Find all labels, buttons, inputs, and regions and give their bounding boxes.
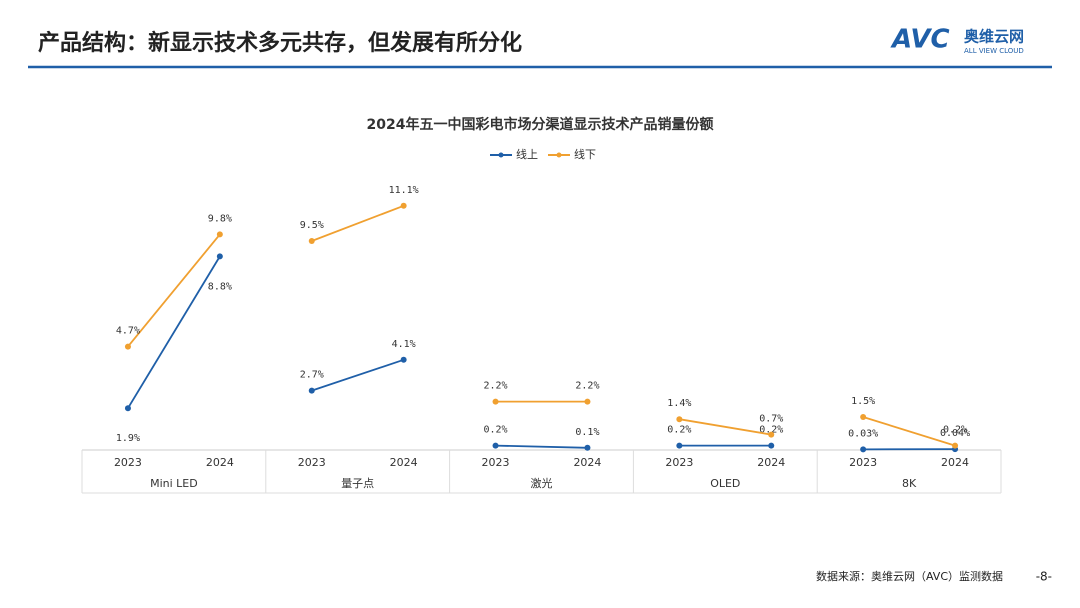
data-label: 0.1% bbox=[575, 427, 599, 438]
point bbox=[400, 356, 407, 363]
data-label: 0.03% bbox=[848, 428, 878, 439]
point bbox=[124, 343, 131, 350]
series-line bbox=[127, 255, 221, 409]
point bbox=[308, 387, 315, 394]
data-label: 0.2% bbox=[667, 425, 691, 436]
data-label: 2.2% bbox=[575, 381, 599, 392]
group-label: 8K bbox=[902, 477, 917, 490]
x-tick-label: 2023 bbox=[849, 456, 877, 469]
x-tick-label: 2023 bbox=[665, 456, 693, 469]
x-tick-label: 2023 bbox=[298, 456, 326, 469]
point bbox=[308, 238, 315, 244]
slide-title: 产品结构：新显示技术多元共存，但发展有所分化 bbox=[38, 30, 522, 56]
point bbox=[676, 442, 683, 449]
data-label: 4.7% bbox=[116, 326, 140, 337]
logo-mark: AVC bbox=[890, 25, 950, 55]
point bbox=[400, 202, 407, 209]
point bbox=[952, 442, 959, 449]
series-line bbox=[311, 358, 404, 392]
x-tick-label: 2024 bbox=[390, 456, 418, 469]
chart-title: 2024年五一中国彩电市场分渠道显示技术产品销量份额 bbox=[367, 116, 714, 133]
source: 数据来源：奥维云网（AVC）监测数据 bbox=[816, 569, 1003, 583]
group-label: 激光 bbox=[531, 476, 553, 490]
data-label: 0.2% bbox=[759, 425, 783, 436]
legend-label: 线上 bbox=[516, 147, 538, 161]
data-label: 1.5% bbox=[851, 396, 875, 407]
data-label: 8.8% bbox=[208, 281, 232, 292]
point bbox=[584, 444, 591, 451]
point bbox=[216, 231, 223, 238]
legend-label: 线下 bbox=[574, 147, 596, 161]
point bbox=[860, 414, 867, 420]
series-line bbox=[679, 418, 772, 436]
group-label: OLED bbox=[710, 477, 740, 490]
x-tick-label: 2024 bbox=[573, 456, 601, 469]
data-label: 9.8% bbox=[208, 213, 232, 224]
group-label: 量子点 bbox=[341, 477, 374, 490]
group-label: Mini LED bbox=[150, 477, 198, 490]
point bbox=[768, 431, 775, 438]
x-tick-label: 2024 bbox=[206, 456, 234, 469]
point bbox=[216, 253, 223, 260]
logo-sub: ALL VIEW CLOUD bbox=[964, 47, 1024, 55]
data-label: 1.4% bbox=[667, 398, 691, 409]
point bbox=[124, 405, 131, 412]
series-line bbox=[495, 444, 588, 449]
series-line bbox=[311, 204, 404, 242]
data-label: 11.1% bbox=[389, 185, 419, 196]
x-tick-label: 2024 bbox=[941, 456, 969, 469]
series-line bbox=[127, 233, 221, 348]
point bbox=[768, 442, 775, 449]
data-label: 0.04% bbox=[940, 428, 970, 439]
data-label: 1.9% bbox=[116, 433, 140, 444]
logo-name: 奥维云网 bbox=[964, 28, 1024, 46]
x-tick-label: 2023 bbox=[482, 456, 510, 469]
data-label: 2.7% bbox=[300, 370, 324, 381]
legend-dot bbox=[498, 152, 504, 158]
point bbox=[584, 398, 591, 405]
point bbox=[860, 446, 867, 453]
data-label: 2.2% bbox=[484, 381, 508, 392]
x-tick-label: 2024 bbox=[757, 456, 785, 469]
data-label: 0.2% bbox=[484, 425, 508, 436]
page-number: -8- bbox=[1036, 570, 1052, 584]
point bbox=[676, 416, 683, 423]
legend-dot bbox=[556, 152, 562, 158]
data-label: 0.2% bbox=[943, 425, 967, 436]
data-label: 9.5% bbox=[300, 220, 324, 231]
series-line bbox=[862, 416, 956, 447]
point bbox=[492, 442, 499, 449]
x-tick-label: 2023 bbox=[114, 456, 142, 469]
data-label: 4.1% bbox=[392, 339, 416, 350]
point bbox=[492, 398, 499, 405]
data-label: 0.7% bbox=[759, 414, 783, 425]
